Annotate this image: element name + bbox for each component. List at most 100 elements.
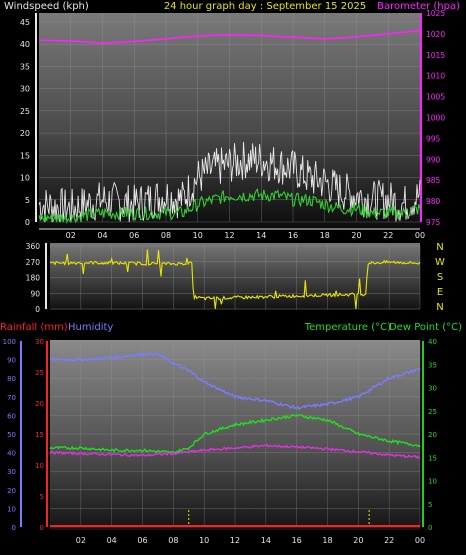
temp-x-tick-label: 02: [76, 536, 86, 545]
rain-tick-label: 10: [35, 462, 44, 470]
baro-tick-label: 1020: [426, 30, 445, 39]
temp-x-tick-label: 12: [230, 536, 240, 545]
wind-tick-label: 40: [20, 40, 30, 49]
humidity-tick-label: 0: [12, 524, 16, 532]
humidity-tick-label: 50: [7, 431, 16, 439]
wind-x-tick-label: 16: [288, 231, 298, 240]
rain-tick-label: 5: [40, 493, 44, 501]
baro-tick-label: 985: [426, 176, 441, 185]
temp-x-tick-label: 06: [137, 536, 147, 545]
baro-tick-label: 1015: [426, 51, 445, 60]
temp-tick-label: 30: [428, 385, 437, 393]
baro-tick-label: 990: [426, 155, 441, 164]
wind-tick-label: 30: [20, 85, 30, 94]
temp-series: [49, 351, 421, 527]
wind-x-tick-label: 20: [351, 231, 361, 240]
graph-date-title: 24 hour graph day : September 15 2025: [164, 1, 366, 12]
wind-tick-label: 45: [20, 18, 30, 27]
baro-tick-label: 975: [426, 218, 441, 227]
dir-tick-label: 270: [26, 258, 41, 267]
temp-tick-label: 0: [428, 524, 432, 532]
direction-series: [49, 249, 421, 310]
humidity-tick-label: 40: [7, 450, 16, 458]
wind-x-tick-label: 22: [383, 231, 393, 240]
rain-tick-label: 30: [35, 338, 44, 346]
temp-tick-label: 40: [428, 338, 437, 346]
humidity-tick-label: 60: [7, 412, 16, 420]
wind-x-tick-label: 00: [415, 231, 425, 240]
temp-axis: 0102030405060708090100051015202530051015…: [3, 338, 437, 545]
dir-tick-label: 0: [35, 305, 40, 314]
wind-title: Windspeed (kph): [4, 1, 89, 12]
humidity-tick-label: 70: [7, 394, 16, 402]
humidity-line: [49, 351, 421, 411]
humidity-tick-label: 90: [7, 357, 16, 365]
humidity-tick-label: 10: [7, 505, 16, 513]
wind-tick-label: 25: [20, 107, 30, 116]
dir-tick-label: 360: [26, 242, 41, 251]
compass-label: N: [436, 242, 443, 253]
rainfall-title: Rainfall (mm): [0, 322, 68, 333]
temp-x-tick-label: 14: [261, 536, 271, 545]
compass-label: W: [435, 257, 445, 268]
temp-tick-label: 5: [428, 501, 432, 509]
temp-x-tick-label: 16: [292, 536, 302, 545]
wind-axis: 0510152025303540459759809859909951000100…: [20, 9, 446, 240]
wind-gust-line: [38, 141, 421, 223]
temp-x-tick-label: 08: [168, 536, 178, 545]
wind-tick-label: 20: [20, 129, 30, 138]
baro-tick-label: 980: [426, 197, 441, 206]
wind-x-tick-label: 12: [224, 231, 234, 240]
wind-x-tick-label: 06: [129, 231, 139, 240]
dewpoint-line: [49, 443, 421, 459]
wind-avg-line: [38, 188, 421, 225]
temp-tick-label: 20: [428, 431, 437, 439]
barometer-title: Barometer (hpa): [377, 1, 460, 12]
wind-direction-line: [49, 249, 421, 310]
temp-x-tick-label: 04: [107, 536, 117, 545]
temp-x-tick-label: 00: [415, 536, 425, 545]
humidity-title: Humidity: [68, 322, 113, 333]
wind-x-tick-label: 04: [97, 231, 107, 240]
temp-tick-label: 15: [428, 454, 437, 462]
humidity-tick-label: 30: [7, 468, 16, 476]
humidity-tick-label: 80: [7, 375, 16, 383]
baro-tick-label: 1000: [426, 114, 445, 123]
dewpoint-title: Dew Point (°C): [389, 322, 462, 333]
wind-tick-label: 5: [25, 196, 30, 205]
barometer-line: [38, 29, 421, 44]
temp-tick-label: 25: [428, 408, 437, 416]
rain-tick-label: 0: [40, 524, 44, 532]
wind-series: [38, 29, 421, 225]
compass-label: N: [436, 302, 443, 313]
temperature-line: [49, 413, 421, 455]
temp-x-tick-label: 20: [353, 536, 363, 545]
wind-x-tick-label: 08: [161, 231, 171, 240]
humidity-tick-label: 20: [7, 487, 16, 495]
baro-tick-label: 1025: [426, 9, 445, 18]
wind-tick-label: 10: [20, 174, 30, 183]
rain-tick-label: 20: [35, 400, 44, 408]
temp-x-tick-label: 10: [199, 536, 209, 545]
temp-x-tick-label: 18: [322, 536, 332, 545]
wind-tick-label: 0: [25, 218, 30, 227]
humidity-tick-label: 100: [3, 338, 16, 346]
temp-x-tick-label: 22: [384, 536, 394, 545]
wind-x-tick-label: 02: [66, 231, 76, 240]
compass-label: E: [437, 287, 443, 298]
baro-tick-label: 1005: [426, 93, 445, 102]
wind-x-tick-label: 10: [193, 231, 203, 240]
rain-tick-label: 25: [35, 369, 44, 377]
baro-tick-label: 1010: [426, 72, 445, 81]
baro-tick-label: 995: [426, 134, 441, 143]
dir-tick-label: 180: [26, 274, 41, 283]
temp-tick-label: 35: [428, 361, 437, 369]
compass-label: S: [437, 272, 443, 283]
temp-tick-label: 10: [428, 478, 437, 486]
wind-tick-label: 15: [20, 151, 30, 160]
rain-tick-label: 15: [35, 431, 44, 439]
dir-tick-label: 90: [30, 289, 40, 298]
